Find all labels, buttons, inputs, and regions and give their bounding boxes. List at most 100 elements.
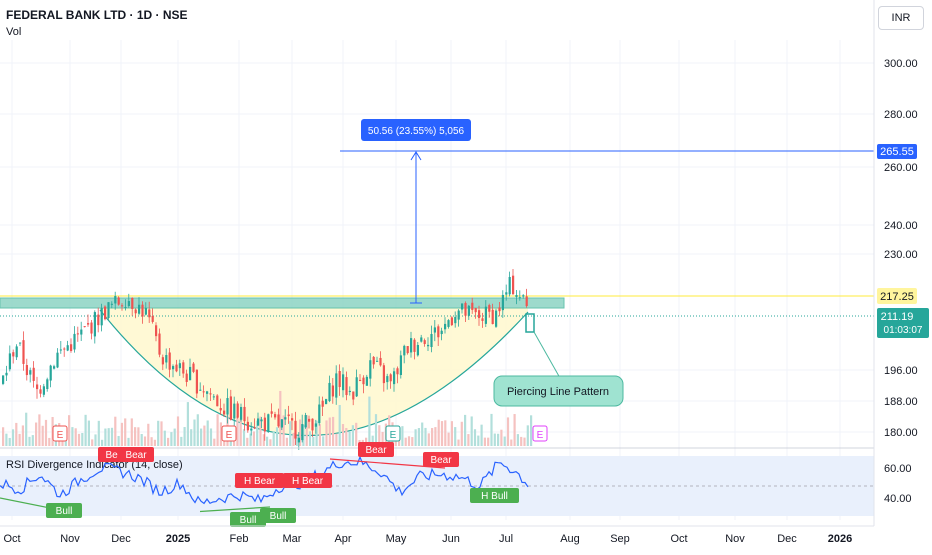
- candle: [423, 340, 426, 345]
- volume-bar: [114, 416, 117, 446]
- candle: [365, 376, 368, 386]
- candle: [311, 418, 314, 431]
- price-axis-tick: 240.00: [884, 220, 918, 232]
- time-axis-tick: Aug: [560, 533, 580, 545]
- candle: [243, 406, 246, 422]
- candle: [158, 333, 161, 355]
- candle: [233, 403, 236, 419]
- callout-text: Piercing Line Pattern: [507, 386, 609, 398]
- volume-bar: [295, 435, 298, 446]
- target-price-badge: [877, 144, 917, 159]
- candle: [83, 326, 86, 328]
- candle: [471, 302, 474, 310]
- candle: [148, 309, 151, 318]
- candle: [362, 377, 365, 385]
- time-axis-tick: Jul: [499, 533, 513, 545]
- volume-bar: [173, 428, 176, 446]
- volume-bar: [262, 434, 265, 446]
- volume-bar: [381, 431, 384, 446]
- volume-bar: [11, 429, 15, 446]
- candle: [206, 391, 209, 394]
- candle: [175, 364, 178, 372]
- grid-lines: [0, 40, 874, 520]
- volume-bar: [440, 421, 444, 446]
- volume-bar: [209, 428, 213, 446]
- volume-bar: [183, 427, 186, 446]
- candle: [314, 423, 317, 427]
- volume-bar: [74, 428, 77, 446]
- measure-arrowhead: [410, 151, 422, 161]
- candles: [2, 268, 528, 450]
- volume-bar: [18, 433, 21, 446]
- candle: [464, 302, 467, 316]
- candle: [246, 421, 249, 431]
- candle: [25, 365, 28, 376]
- volume-bar: [299, 419, 302, 446]
- volume-bar: [2, 427, 5, 446]
- volume-bars: [2, 390, 533, 446]
- volume-bar: [249, 433, 252, 446]
- candle: [501, 294, 504, 311]
- candle: [22, 340, 25, 364]
- volume-bar: [285, 437, 288, 446]
- volume-bar: [256, 420, 259, 446]
- candle: [195, 369, 198, 394]
- volume-bar: [236, 416, 239, 446]
- currency-button[interactable]: INR: [878, 6, 924, 30]
- candle: [280, 419, 283, 428]
- candle: [420, 337, 423, 342]
- candle: [90, 322, 93, 334]
- rsi-signal-label: H Bear: [244, 476, 276, 487]
- candle: [491, 309, 494, 325]
- measure-label: 50.56 (23.55%) 5,056: [368, 126, 465, 137]
- volume-bar: [315, 420, 318, 446]
- volume-bar: [216, 414, 219, 446]
- volume-bar: [506, 417, 510, 446]
- volume-bar: [292, 432, 295, 446]
- candle: [240, 407, 243, 420]
- rsi-signal-badge: [470, 488, 519, 503]
- volume-bar: [457, 439, 460, 446]
- candle: [352, 391, 355, 400]
- price-axis-tick: 260.00: [884, 162, 918, 174]
- volume-bar: [325, 420, 328, 446]
- volume-bar: [97, 420, 100, 446]
- volume-bar: [87, 420, 90, 446]
- volume-bar: [480, 424, 483, 446]
- symbol-title[interactable]: FEDERAL BANK LTD · 1D · NSE: [6, 8, 188, 22]
- candle: [457, 310, 460, 320]
- candle: [348, 390, 351, 393]
- candle: [2, 375, 5, 384]
- candle: [19, 342, 22, 344]
- volume-bar: [147, 423, 150, 446]
- candle: [284, 417, 287, 420]
- candle: [260, 419, 263, 422]
- candle: [110, 303, 113, 305]
- volume-bar: [71, 427, 74, 446]
- candle: [199, 389, 202, 391]
- candle: [396, 368, 399, 375]
- candle: [338, 371, 341, 388]
- volume-bar: [493, 433, 496, 446]
- candle: [104, 306, 107, 320]
- rsi-signal-badge: [118, 447, 154, 462]
- candle: [219, 407, 222, 411]
- candle: [478, 310, 481, 319]
- resistance-price-badge: [877, 288, 917, 304]
- candle: [301, 424, 304, 441]
- candle: [447, 320, 450, 327]
- rsi-axis-tick: 60.00: [884, 463, 912, 475]
- candle: [481, 318, 484, 321]
- volume-label[interactable]: Vol: [6, 26, 22, 38]
- time-axis-tick: Dec: [111, 533, 131, 545]
- candle: [274, 414, 277, 418]
- rsi-signal-label: Bull: [56, 506, 73, 517]
- candle: [379, 357, 382, 366]
- candle: [399, 355, 402, 376]
- candle: [386, 376, 389, 383]
- volume-bar: [91, 439, 94, 446]
- candle: [304, 415, 307, 428]
- candle: [32, 367, 35, 381]
- volume-bar: [269, 439, 272, 446]
